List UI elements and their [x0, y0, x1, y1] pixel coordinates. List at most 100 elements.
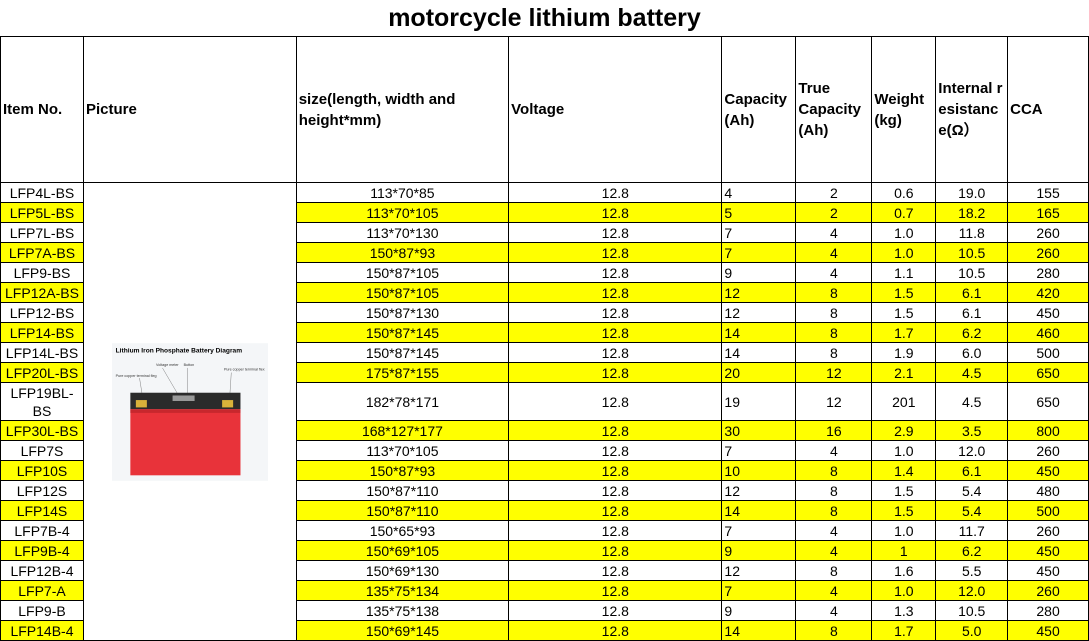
cell-resistance: 11.8: [935, 222, 1009, 243]
cell-voltage: 12.8: [508, 282, 723, 303]
cell-capacity: 30: [721, 420, 797, 441]
cell-voltage: 12.8: [508, 382, 723, 421]
cell-capacity: 12: [721, 480, 797, 501]
table-row: LFP9-BS 150*87*105 12.8 9 4 1.1 10.5 280: [0, 262, 1089, 283]
cell-true-capacity: 4: [795, 540, 873, 561]
cell-item-no: LFP30L-BS: [0, 420, 84, 441]
cell-weight: 1.5: [871, 302, 937, 323]
table-row: LFP19BL-BS 182*78*171 12.8 19 12 201 4.5 650: [0, 382, 1089, 421]
cell-cca: 500: [1007, 500, 1089, 521]
cell-cca: 165: [1007, 202, 1089, 223]
cell-weight: 1.9: [871, 342, 937, 363]
cell-capacity: 7: [721, 440, 797, 461]
cell-weight: 1.4: [871, 460, 937, 481]
cell-weight: 1.0: [871, 520, 937, 541]
cell-item-no: LFP12A-BS: [0, 282, 84, 303]
cell-size: 150*87*110: [295, 500, 510, 521]
cell-item-no: LFP9-BS: [0, 262, 84, 283]
cell-weight: 1.0: [871, 242, 937, 263]
cell-capacity: 12: [721, 560, 797, 581]
header-capacity: Capacity (Ah): [721, 36, 797, 183]
cell-item-no: LFP14S: [0, 500, 84, 521]
table-row: LFP12A-BS 150*87*105 12.8 12 8 1.5 6.1 420: [0, 282, 1089, 303]
cell-size: 135*75*134: [295, 580, 510, 601]
cell-true-capacity: 4: [795, 600, 873, 621]
cell-cca: 460: [1007, 322, 1089, 343]
cell-resistance: 5.4: [935, 500, 1009, 521]
cell-voltage: 12.8: [508, 202, 723, 223]
cell-capacity: 7: [721, 580, 797, 601]
cell-weight: 1.5: [871, 282, 937, 303]
cell-cca: 260: [1007, 242, 1089, 263]
cell-item-no: LFP4L-BS: [0, 182, 84, 203]
cell-item-no: LFP14B-4: [0, 620, 84, 641]
cell-item-no: LFP10S: [0, 460, 84, 481]
cell-voltage: 12.8: [508, 242, 723, 263]
cell-true-capacity: 8: [795, 560, 873, 581]
cell-size: 175*87*155: [295, 362, 510, 383]
cell-weight: 2.9: [871, 420, 937, 441]
table-row: LFP7B-4 150*65*93 12.8 7 4 1.0 11.7 260: [0, 520, 1089, 541]
cell-capacity: 10: [721, 460, 797, 481]
cell-voltage: 12.8: [508, 440, 723, 461]
battery-body: [130, 408, 241, 475]
cell-cca: 420: [1007, 282, 1089, 303]
header-picture: Picture: [82, 36, 297, 183]
cell-cca: 650: [1007, 382, 1089, 421]
cell-item-no: LFP7-A: [0, 580, 84, 601]
cell-item-no: LFP19BL-BS: [0, 382, 84, 421]
cell-resistance: 4.5: [935, 382, 1009, 421]
cell-size: 150*69*130: [295, 560, 510, 581]
header-weight: Weight (kg): [871, 36, 937, 183]
cell-size: 135*75*138: [295, 600, 510, 621]
cell-size: 150*87*145: [295, 322, 510, 343]
header-row: Item No. Picture size(length, width and …: [0, 36, 1089, 183]
cell-item-no: LFP9B-4: [0, 540, 84, 561]
table-row: LFP30L-BS 168*127*177 12.8 30 16 2.9 3.5 800: [0, 420, 1089, 441]
cell-true-capacity: 8: [795, 500, 873, 521]
table-row: LFP4L-BS Lithium Iron Phosphate Battery …: [0, 182, 1089, 641]
cell-item-no: LFP7A-BS: [0, 242, 84, 263]
cell-voltage: 12.8: [508, 540, 723, 561]
cell-voltage: 12.8: [508, 182, 723, 203]
table-row: LFP9B-4 150*69*105 12.8 9 4 1 6.2 450: [0, 540, 1089, 561]
cell-resistance: 18.2: [935, 202, 1009, 223]
cell-voltage: 12.8: [508, 302, 723, 323]
cell-capacity: 7: [721, 520, 797, 541]
cell-cca: 260: [1007, 440, 1089, 461]
cell-weight: 1.3: [871, 600, 937, 621]
cell-resistance: 4.5: [935, 362, 1009, 383]
cell-voltage: 12.8: [508, 580, 723, 601]
header-item-no: Item No.: [0, 36, 84, 183]
cell-cca: 480: [1007, 480, 1089, 501]
terminal-negative: [135, 399, 147, 407]
diagram-title: Lithium Iron Phosphate Battery Diagram: [116, 347, 243, 354]
cell-weight: 1.0: [871, 440, 937, 461]
cell-size: 150*69*105: [295, 540, 510, 561]
cell-voltage: 12.8: [508, 600, 723, 621]
table-row: LFP14-BS 150*87*145 12.8 14 8 1.7 6.2 460: [0, 322, 1089, 343]
table-row: LFP14B-4 150*69*145 12.8 14 8 1.7 5.0 450: [0, 620, 1089, 641]
cell-true-capacity: 8: [795, 342, 873, 363]
cell-weight: 1.6: [871, 560, 937, 581]
cell-cca: 450: [1007, 560, 1089, 581]
cell-true-capacity: 8: [795, 480, 873, 501]
cell-resistance: 6.0: [935, 342, 1009, 363]
cell-size: 150*87*93: [295, 242, 510, 263]
cell-weight: 0.6: [871, 182, 937, 203]
cell-size: 150*87*130: [295, 302, 510, 323]
cell-true-capacity: 8: [795, 460, 873, 481]
cell-true-capacity: 12: [795, 362, 873, 383]
cell-voltage: 12.8: [508, 560, 723, 581]
header-size: size(length, width and height*mm): [295, 36, 510, 183]
battery-spec-table: Item No. Picture size(length, width and …: [0, 36, 1089, 641]
cell-size: 150*65*93: [295, 520, 510, 541]
cell-capacity: 9: [721, 262, 797, 283]
cell-weight: 1.1: [871, 262, 937, 283]
cell-resistance: 6.1: [935, 460, 1009, 481]
cell-voltage: 12.8: [508, 322, 723, 343]
cell-cca: 260: [1007, 222, 1089, 243]
battery-diagram-image: Lithium Iron Phosphate Battery Diagram V…: [111, 342, 268, 481]
cell-voltage: 12.8: [508, 620, 723, 641]
cell-cca: 500: [1007, 342, 1089, 363]
